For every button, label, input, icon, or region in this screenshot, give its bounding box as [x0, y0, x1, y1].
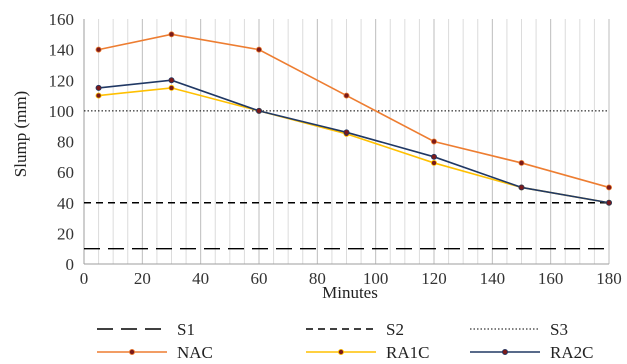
- x-tick-label: 20: [134, 269, 151, 288]
- x-tick-label: 40: [192, 269, 209, 288]
- y-tick-label: 120: [49, 71, 75, 90]
- data-point-ra2c: [95, 84, 102, 91]
- y-tick-label: 60: [57, 163, 74, 182]
- x-tick-label: 60: [251, 269, 268, 288]
- y-tick-label: 160: [49, 10, 75, 29]
- data-point-nac: [430, 138, 437, 145]
- y-axis-title: Slump (mm): [11, 91, 30, 177]
- x-tick-label: 80: [309, 269, 326, 288]
- y-tick-label: 0: [66, 255, 75, 274]
- y-tick-label: 80: [57, 133, 74, 152]
- data-point-ra1c: [95, 92, 102, 99]
- legend-label-ra1c: RA1C: [386, 343, 429, 362]
- legend-label-s2: S2: [386, 320, 404, 339]
- legend-label-nac: NAC: [177, 343, 213, 362]
- grid: [98, 19, 610, 264]
- legend-marker-ra2c: [501, 348, 508, 355]
- x-tick-label: 100: [363, 269, 389, 288]
- y-tick-label: 40: [57, 194, 74, 213]
- data-point-ra2c: [343, 129, 350, 136]
- data-point-ra2c: [168, 77, 175, 84]
- legend-label-s1: S1: [177, 320, 195, 339]
- legend-marker-nac: [128, 348, 135, 355]
- data-point-ra2c: [255, 107, 262, 114]
- x-tick-label: 140: [480, 269, 506, 288]
- y-tick-label: 140: [49, 41, 75, 60]
- series-lines: [95, 31, 613, 206]
- reference-lines: [84, 110, 609, 250]
- data-point-nac: [518, 159, 525, 166]
- data-point-ra1c: [168, 84, 175, 91]
- data-point-nac: [95, 46, 102, 53]
- x-tick-label: 160: [538, 269, 564, 288]
- legend-label-s3: S3: [550, 320, 568, 339]
- x-axis-title: Minutes: [322, 283, 378, 302]
- data-point-nac: [255, 46, 262, 53]
- data-point-nac: [606, 184, 613, 191]
- axes: [83, 19, 609, 265]
- x-tick-label: 120: [421, 269, 447, 288]
- data-point-nac: [343, 92, 350, 99]
- data-point-ra2c: [518, 184, 525, 191]
- data-point-ra2c: [606, 199, 613, 206]
- x-tick-label: 0: [80, 269, 89, 288]
- y-tick-label: 100: [49, 102, 75, 121]
- series-line-ra1c: [98, 87, 610, 204]
- data-point-nac: [168, 31, 175, 38]
- data-point-ra2c: [430, 153, 437, 160]
- legend-label-ra2c: RA2C: [550, 343, 593, 362]
- tick-labels: 0 20 40 60 80 100 120 140 160 0 20 40 60 80 100 120 140 1…: [49, 10, 622, 288]
- legend-marker-ra1c: [337, 348, 344, 355]
- x-tick-label: 180: [596, 269, 622, 288]
- legend: S1 S2 S3 NAC RA1C RA2C: [97, 320, 593, 362]
- data-point-ra1c: [430, 159, 437, 166]
- y-tick-label: 20: [57, 224, 74, 243]
